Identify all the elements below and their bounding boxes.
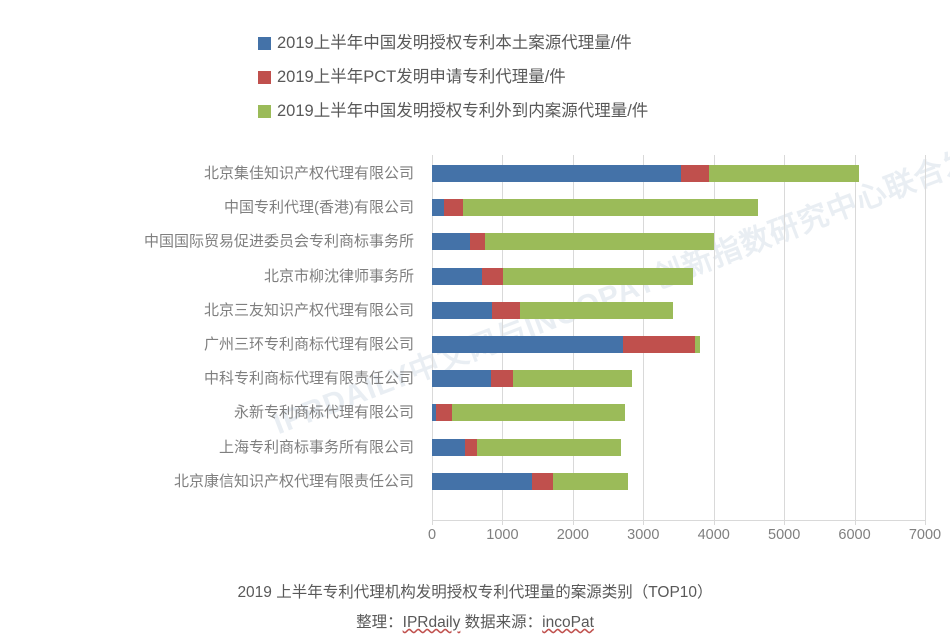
bar-row (432, 336, 925, 353)
x-tick-label: 4000 (697, 527, 730, 543)
chart-title: 2019 上半年专利代理机构发明授权专利代理量的案源类别（TOP10） (237, 584, 713, 601)
legend-label-domestic: 2019上半年中国发明授权专利本土案源代理量/件 (277, 33, 632, 52)
legend-swatch-blue (258, 36, 271, 50)
x-tick-label: 2000 (556, 527, 589, 543)
bar-segment (443, 199, 463, 217)
bar-row (432, 267, 925, 285)
legend-label-inbound: 2019上半年中国发明授权专利外到内案源代理量/件 (277, 101, 649, 120)
y-axis-category-label: 北京康信知识产权代理有限责任公司 (173, 472, 414, 490)
gridline (854, 155, 856, 520)
bar-segment (465, 438, 478, 456)
bar-segment (432, 404, 437, 422)
x-tick-label: 7000 (908, 527, 942, 543)
x-tick-label: 0 (427, 527, 437, 543)
bar-segment (432, 165, 681, 182)
x-tick-label: 3000 (627, 527, 660, 543)
bar-segment (432, 472, 532, 490)
bar-segment (708, 165, 860, 182)
x-tick-label: 1000 (486, 527, 519, 543)
chart-legend: 2019上半年中国发明授权专利本土案源代理量/件 2019上半年PCT发明申请专… (0, 26, 950, 128)
chart-source-caption: 整理：IPRdaily 数据来源：incoPat (0, 610, 950, 632)
source-org: IPRdaily (402, 614, 461, 631)
bar-segment (432, 267, 482, 285)
y-axis-category-label: 上海专利商标事务所有限公司 (218, 438, 414, 456)
x-tick-mark (432, 520, 433, 525)
x-tick-label: 5000 (768, 527, 801, 543)
y-axis-category-label: 北京市柳沈律师事务所 (263, 267, 414, 285)
bar-segment (462, 199, 758, 217)
bar-segment (451, 404, 625, 422)
x-axis-line (432, 520, 926, 521)
bar-segment (470, 233, 485, 251)
legend-swatch-green (258, 104, 271, 118)
bar-segment (503, 267, 693, 285)
legend-swatch-red (258, 70, 271, 84)
x-tick-mark (713, 520, 715, 525)
bar-segment (694, 336, 700, 353)
bar-segment (432, 370, 492, 388)
source-db: incoPat (542, 614, 594, 631)
bar-segment (432, 199, 444, 217)
bar-segment (432, 336, 623, 353)
bar-segment (512, 370, 632, 388)
bar-row (432, 199, 925, 217)
y-axis-category-label: 广州三环专利商标代理有限公司 (203, 336, 414, 353)
bar-row (432, 370, 925, 388)
legend-label-pct: 2019上半年PCT发明申请专利代理量/件 (277, 67, 566, 86)
x-tick-mark (643, 520, 645, 525)
bar-segment (432, 438, 466, 456)
bar-segment (477, 438, 621, 456)
x-tick-mark (925, 520, 926, 525)
bar-row (432, 165, 925, 182)
bar-segment (622, 336, 695, 353)
x-tick-mark (784, 520, 786, 525)
y-axis-category-label: 北京集佳知识产权代理有限公司 (203, 165, 414, 182)
legend-item-domestic: 2019上半年中国发明授权专利本土案源代理量/件 (0, 26, 950, 60)
y-axis-category-label: 中国专利代理(香港)有限公司 (224, 199, 414, 217)
bar-segment (491, 301, 521, 319)
bar-segment (553, 472, 628, 490)
bar-segment (491, 370, 513, 388)
bar-row (432, 404, 925, 422)
gridline (713, 155, 715, 520)
gridline (925, 155, 926, 520)
bar-segment (432, 233, 471, 251)
legend-item-inbound: 2019上半年中国发明授权专利外到内案源代理量/件 (0, 94, 950, 128)
source-middle: 数据来源： (460, 614, 543, 631)
bar-segment (532, 472, 554, 490)
bar-segment (484, 233, 714, 251)
bar-row (432, 233, 925, 251)
source-prefix: 整理： (356, 614, 403, 631)
y-axis-category-label: 中科专利商标代理有限责任公司 (203, 370, 414, 388)
y-axis-category-label: 中国国际贸易促进委员会专利商标事务所 (143, 233, 414, 251)
gridline (784, 155, 786, 520)
legend-item-pct: 2019上半年PCT发明申请专利代理量/件 (0, 60, 950, 94)
x-tick-label: 6000 (838, 527, 871, 543)
x-tick-mark (854, 520, 856, 525)
bar-segment (482, 267, 504, 285)
bar-row (432, 472, 925, 490)
bar-segment (680, 165, 709, 182)
bar-row (432, 438, 925, 456)
x-tick-mark (502, 520, 504, 525)
bar-segment (432, 301, 492, 319)
y-axis-category-label: 永新专利商标代理有限公司 (233, 404, 414, 422)
bar-segment (436, 404, 452, 422)
bar-segment (520, 301, 673, 319)
bar-row (432, 301, 925, 319)
y-axis-category-label: 北京三友知识产权代理有限公司 (203, 301, 414, 319)
x-tick-mark (572, 520, 574, 525)
